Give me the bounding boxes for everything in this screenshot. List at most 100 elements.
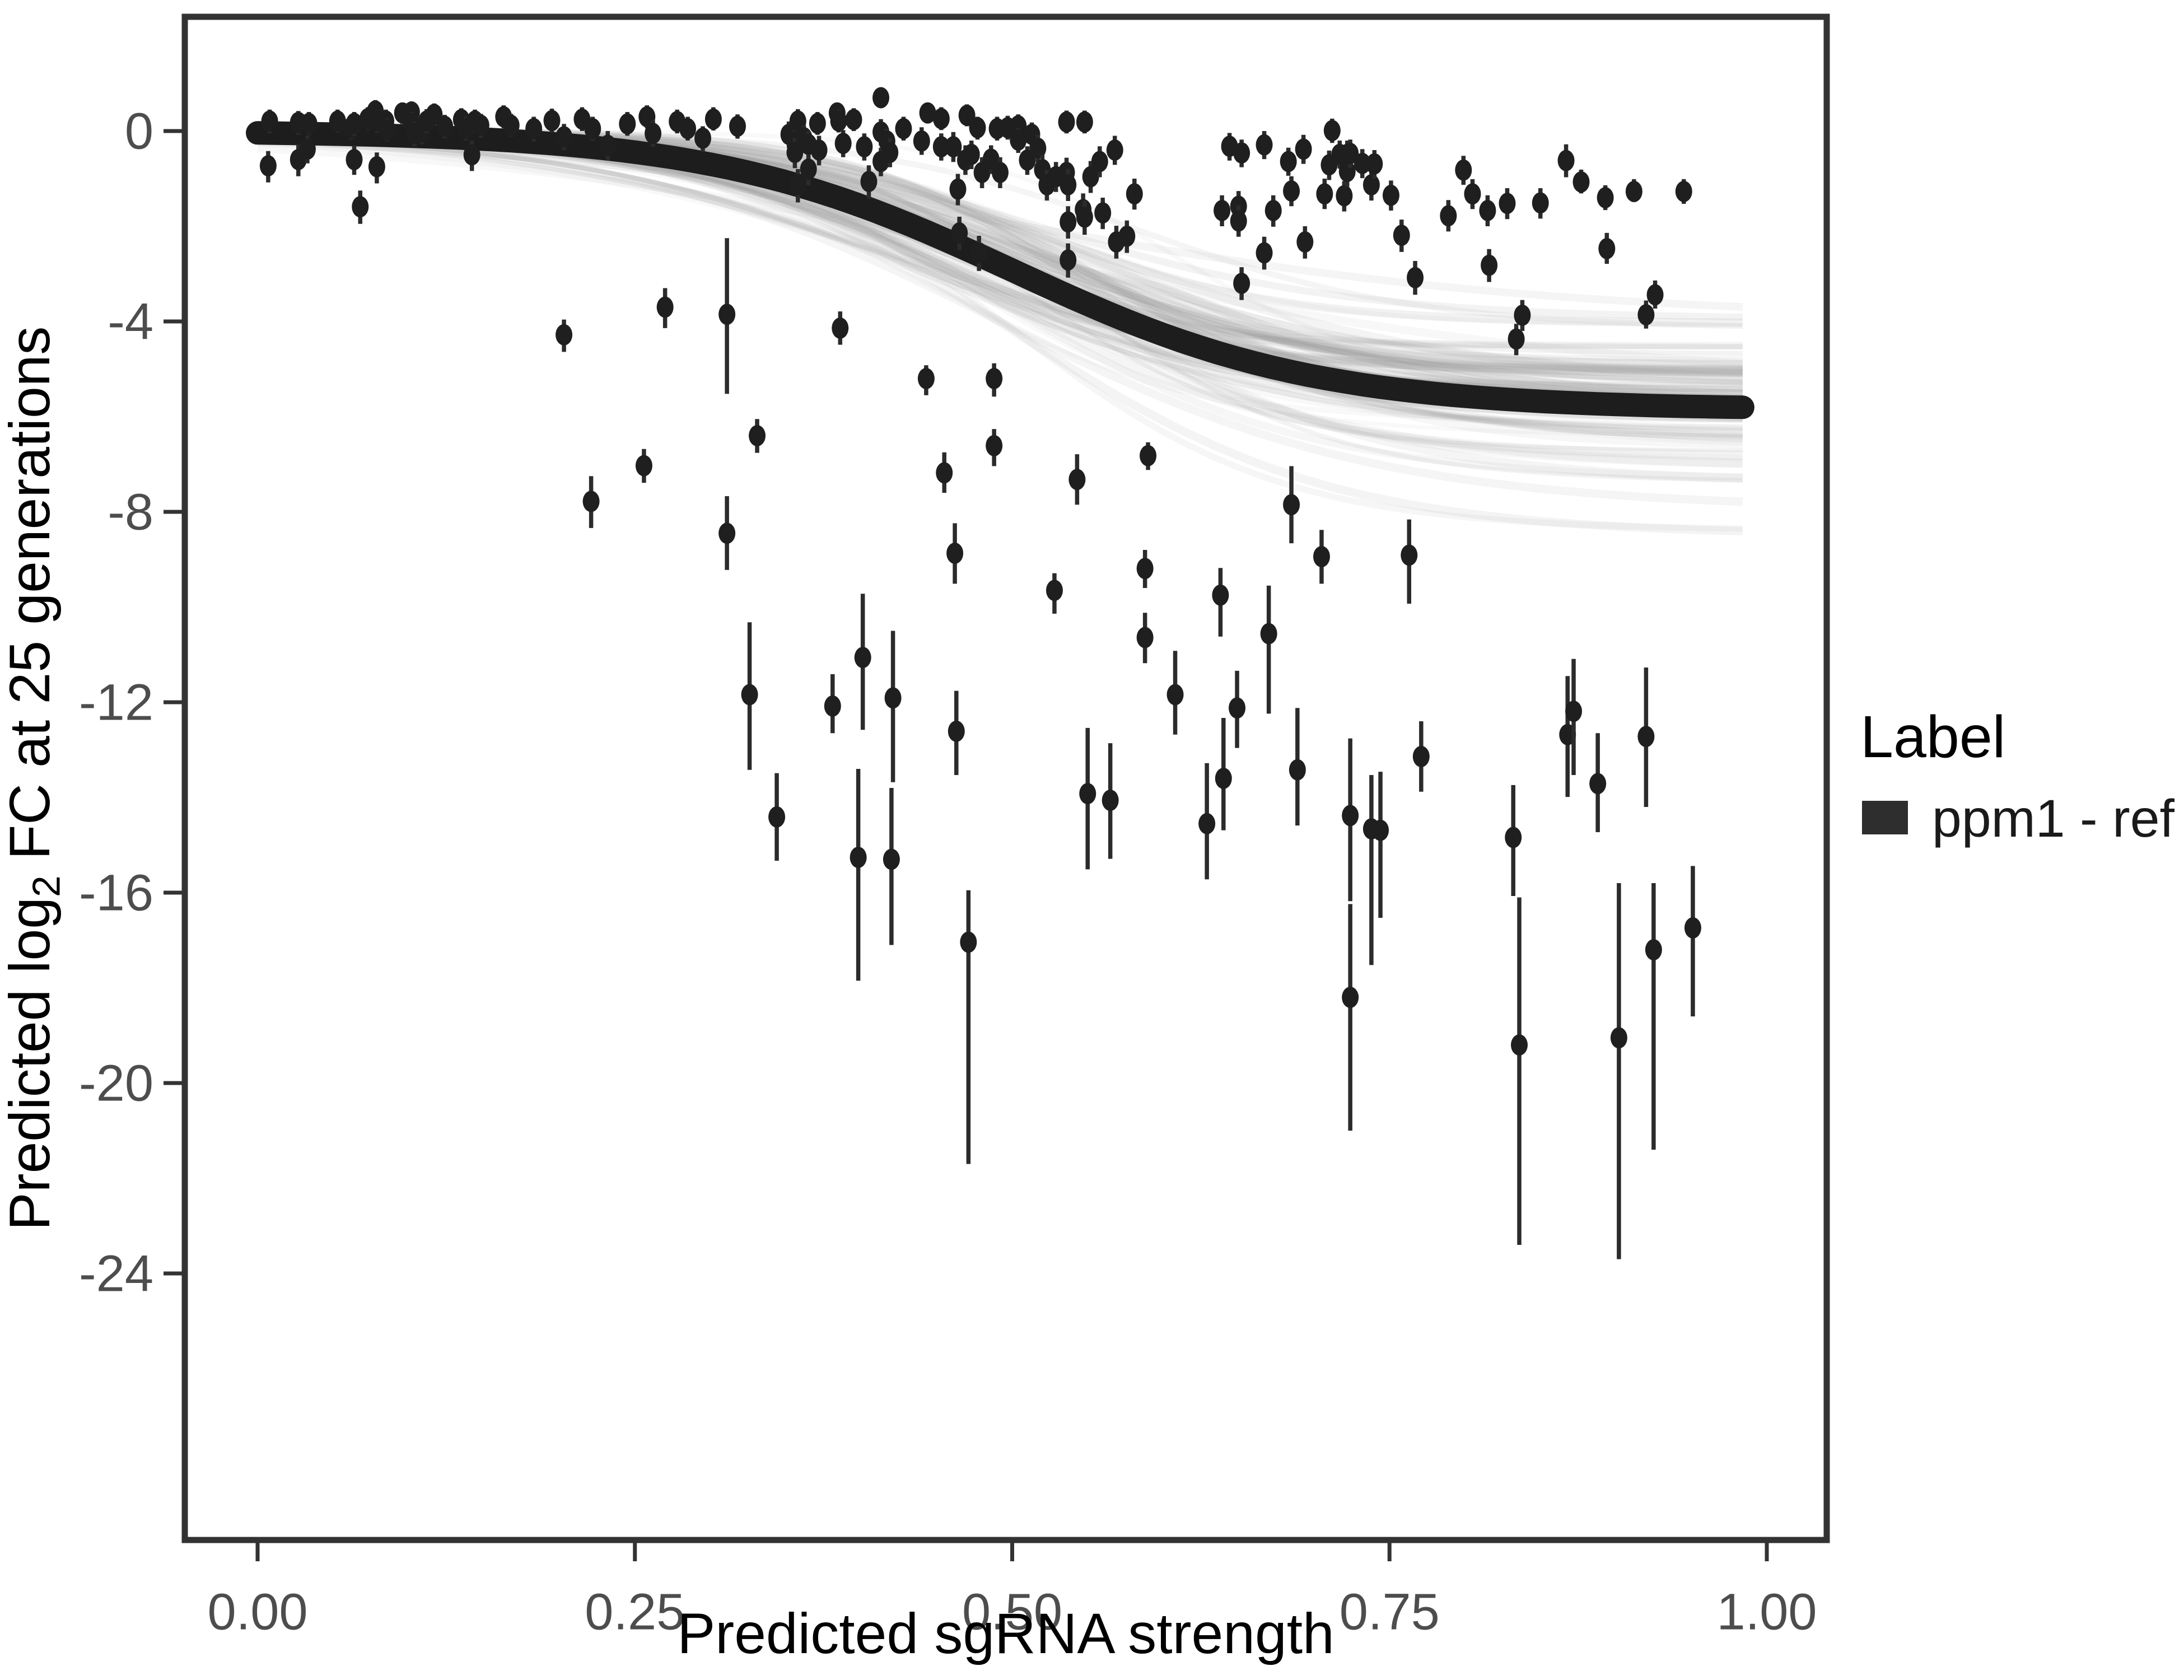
data-point (970, 242, 988, 264)
mean-fit-curve (246, 121, 1754, 419)
data-point (895, 118, 912, 139)
data-point (582, 491, 600, 512)
y-tick-label: -20 (79, 1054, 153, 1112)
data-point (259, 155, 277, 177)
data-point (502, 114, 520, 136)
data-point (830, 110, 847, 132)
data-point (1565, 701, 1583, 722)
x-tick-label: 0.75 (1340, 1583, 1440, 1640)
data-point (346, 113, 363, 134)
data-point (635, 455, 652, 477)
data-point (525, 118, 543, 139)
data-point (881, 142, 899, 164)
data-point (556, 324, 573, 346)
data-point (368, 156, 385, 178)
data-point (1233, 273, 1250, 294)
data-point (860, 171, 878, 193)
data-point (1316, 183, 1333, 205)
data-point (1076, 111, 1093, 133)
data-point (1313, 545, 1330, 567)
data-point (1296, 231, 1314, 253)
y-tick-label: 0 (125, 102, 153, 160)
data-point (1511, 1034, 1528, 1056)
data-point (958, 104, 976, 126)
data-point (1046, 580, 1063, 601)
data-point (741, 684, 758, 706)
data-point (1557, 150, 1575, 171)
data-point (463, 144, 480, 166)
data-point (472, 114, 489, 136)
data-point (543, 110, 561, 132)
data-point (948, 720, 965, 742)
data-point (1342, 805, 1359, 827)
data-point (1215, 768, 1232, 789)
x-tick-label: 0.00 (207, 1583, 307, 1640)
data-point (809, 113, 826, 134)
data-point (1464, 183, 1481, 205)
data-point (379, 119, 396, 141)
data-point (1230, 210, 1247, 232)
data-point (824, 695, 841, 717)
data-point (1280, 151, 1297, 172)
data-point (1229, 697, 1246, 719)
data-point (1214, 199, 1231, 221)
data-point (1212, 584, 1229, 606)
data-point (749, 425, 766, 446)
data-point (1499, 193, 1516, 214)
data-point (1140, 445, 1157, 466)
y-axis-title: Predicted log2 FC at 25 generations (0, 326, 68, 1231)
data-point (1625, 180, 1642, 202)
data-point (1393, 225, 1410, 246)
data-point (1102, 790, 1119, 811)
data-point (883, 848, 900, 870)
data-point (1532, 192, 1549, 214)
data-point (884, 687, 902, 709)
data-point (679, 118, 697, 139)
data-point (1684, 917, 1701, 939)
data-point (1060, 211, 1077, 233)
data-point (1675, 180, 1692, 202)
data-point (856, 136, 873, 158)
data-point (1508, 328, 1525, 350)
data-point (917, 368, 935, 389)
data-point (949, 178, 967, 200)
data-point (1481, 254, 1498, 276)
data-point (1283, 180, 1300, 202)
data-point (645, 123, 662, 144)
y-tick-label: -24 (79, 1245, 153, 1302)
data-point (1136, 558, 1154, 580)
x-axis-title: Predicted sgRNA strength (677, 1602, 1334, 1665)
x-tick-label: 0.25 (585, 1583, 685, 1640)
data-point (963, 143, 980, 165)
data-point (694, 127, 712, 149)
posterior-draw-curve (257, 139, 1743, 399)
data-point (1283, 494, 1300, 516)
data-point (1289, 759, 1306, 781)
data-point (872, 87, 890, 109)
data-point (436, 115, 454, 137)
data-point (986, 368, 1003, 389)
data-point (1029, 137, 1047, 159)
legend-entry-label: ppm1 - ref (1932, 789, 2175, 848)
data-point (832, 317, 849, 339)
data-point (1407, 267, 1424, 288)
posterior-draw-curve (257, 134, 1743, 506)
data-point (1256, 242, 1273, 264)
data-points-group (259, 87, 1701, 1259)
data-point (932, 108, 950, 129)
data-point (1455, 159, 1472, 181)
posterior-draw-curve (257, 135, 1743, 433)
data-point (919, 102, 936, 124)
data-point (789, 174, 806, 196)
data-point (834, 133, 852, 155)
data-point (1082, 166, 1099, 188)
data-point (1336, 185, 1353, 207)
data-point (329, 110, 346, 132)
data-point (1645, 939, 1662, 960)
data-point (1126, 183, 1143, 205)
data-point (854, 647, 871, 669)
data-point (599, 134, 617, 156)
data-point (800, 158, 817, 180)
data-point (718, 304, 736, 325)
